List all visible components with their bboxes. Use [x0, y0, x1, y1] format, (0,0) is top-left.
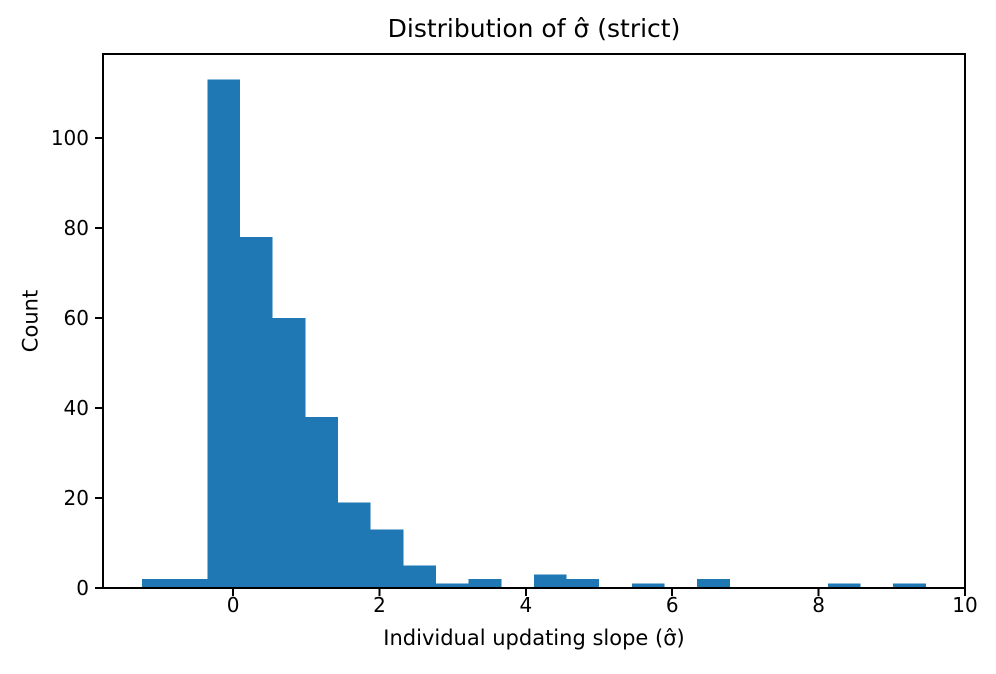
y-tick-label: 100 — [51, 126, 89, 150]
histogram-bar — [174, 579, 208, 588]
histogram-bar — [435, 583, 469, 588]
histogram-bar — [305, 416, 338, 588]
x-axis-label: Individual updating slope (σ̂) — [383, 626, 685, 650]
histogram-bar — [142, 579, 175, 588]
x-tick-label: 4 — [519, 593, 532, 617]
x-tick-label: 0 — [227, 593, 240, 617]
x-tick-label: 6 — [666, 593, 679, 617]
x-tick-label: 10 — [952, 593, 977, 617]
histogram-bar — [403, 565, 436, 588]
histogram-bar — [697, 579, 730, 588]
histogram-bar — [337, 502, 371, 588]
y-tick-label: 80 — [64, 216, 89, 240]
plot-border — [102, 53, 966, 589]
histogram-bar — [207, 79, 241, 589]
histogram-bar — [240, 236, 273, 588]
histogram-bar — [272, 317, 306, 588]
histogram-bar — [827, 583, 861, 588]
y-tick-label: 0 — [76, 576, 89, 600]
histogram-bar — [468, 579, 502, 588]
y-axis-label: Count — [18, 289, 43, 353]
histogram-bar — [566, 579, 600, 588]
y-tick-label: 60 — [64, 306, 89, 330]
histogram-bar — [631, 583, 665, 588]
histogram-bar — [370, 529, 404, 588]
x-tick-label: 2 — [373, 593, 386, 617]
y-tick-label: 40 — [64, 396, 89, 420]
histogram-bar — [533, 574, 567, 588]
histogram-bar — [893, 583, 926, 588]
chart-title: Distribution of σ̂ (strict) — [387, 14, 681, 43]
x-tick-label: 8 — [812, 593, 825, 617]
y-tick-label: 20 — [64, 486, 89, 510]
